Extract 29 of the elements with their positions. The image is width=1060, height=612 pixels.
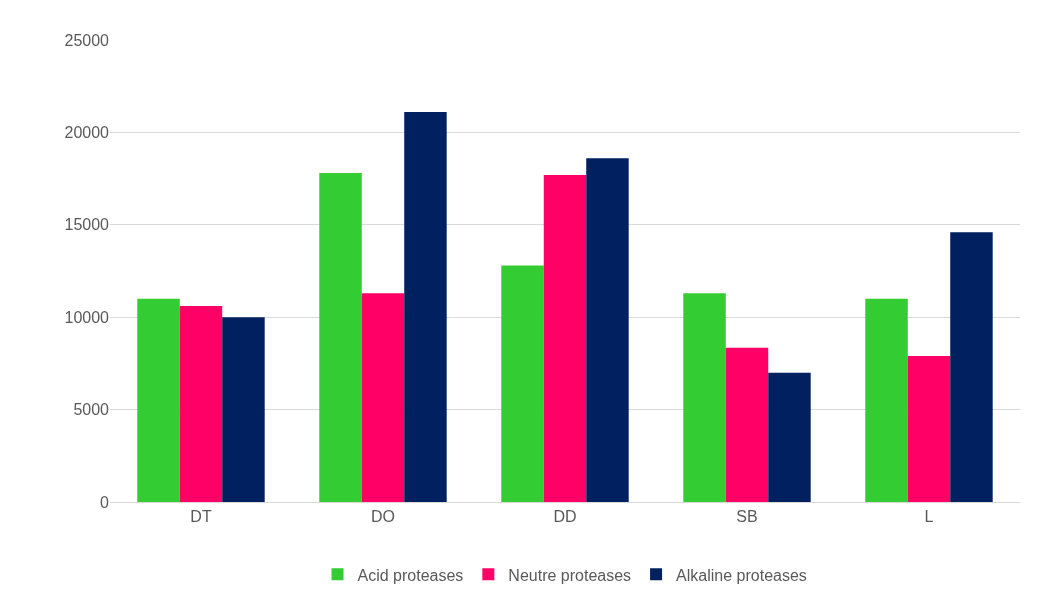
- y-tick-label: 20000: [64, 124, 110, 141]
- legend-label: Neutre proteases: [508, 566, 632, 584]
- legend-label: Acid proteases: [357, 566, 464, 584]
- bar: [865, 298, 908, 502]
- x-tick-label: DT: [190, 508, 212, 526]
- bar: [907, 356, 951, 502]
- x-tick-label: DD: [553, 508, 577, 526]
- legend-label: Alkaline proteases: [676, 566, 807, 584]
- bar: [222, 317, 265, 502]
- bar: [683, 293, 726, 502]
- bar: [404, 112, 447, 502]
- y-tick-label: 5000: [73, 401, 110, 419]
- bar: [361, 293, 405, 502]
- y-tick-label: 15000: [64, 216, 110, 234]
- bar: [179, 306, 223, 502]
- y-tick-label: 25000: [64, 31, 110, 49]
- bar: [950, 232, 993, 502]
- bar: [501, 265, 544, 502]
- y-tick-label: 10000: [64, 308, 110, 326]
- x-tick-label: L: [924, 508, 934, 526]
- bar: [768, 372, 811, 502]
- bar: [586, 158, 629, 502]
- bar: [319, 173, 362, 502]
- bar: [725, 347, 769, 502]
- y-tick-label: 0: [100, 493, 110, 511]
- x-tick-label: DO: [371, 508, 395, 526]
- bar: [543, 174, 587, 502]
- bar: [137, 298, 180, 502]
- x-tick-label: SB: [736, 508, 758, 526]
